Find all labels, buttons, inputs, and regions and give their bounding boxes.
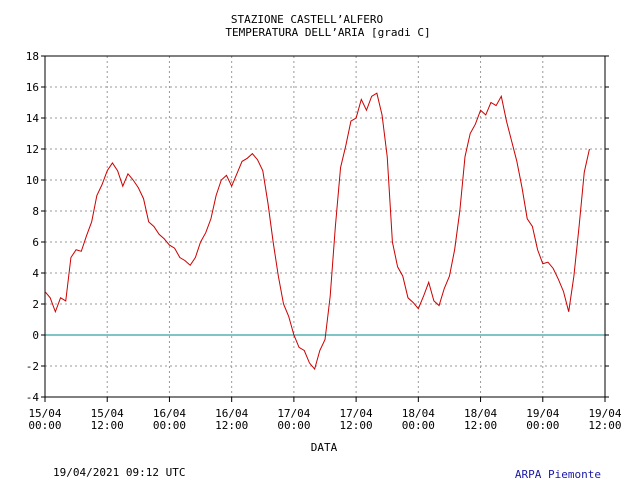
y-tick-label: 14 [26, 112, 40, 125]
y-tick-label: 2 [32, 298, 39, 311]
x-tick-label: 16/04 00:00 [146, 407, 186, 432]
x-tick-label: 17/04 00:00 [271, 407, 311, 432]
chart-subtitle: TEMPERATURA DELL’ARIA [gradi C] [225, 26, 430, 39]
y-tick-label: 4 [32, 267, 39, 280]
x-axis-label: DATA [311, 441, 338, 454]
x-tick-label: 17/04 12:00 [333, 407, 373, 432]
x-tick-label: 19/04 12:00 [582, 407, 622, 432]
y-tick-label: 16 [26, 81, 39, 94]
x-tick-label: 16/04 12:00 [208, 407, 248, 432]
plot-frame [44, 55, 606, 398]
x-tick-label: 18/04 00:00 [395, 407, 435, 432]
y-tick-label: 0 [32, 329, 39, 342]
chart-title: STAZIONE CASTELL’ALFERO [231, 13, 383, 26]
footer-credit: ARPA Piemonte [515, 468, 601, 480]
y-tick-label: 8 [32, 205, 39, 218]
y-tick-label: 18 [26, 50, 39, 63]
y-tick-label: 10 [26, 174, 39, 187]
x-tick-label: 15/04 12:00 [84, 407, 124, 432]
footer-timestamp: 19/04/2021 09:12 UTC [53, 466, 185, 479]
y-tick-label: 12 [26, 143, 39, 156]
x-tick-label: 19/04 00:00 [520, 407, 560, 432]
y-tick-label: -2 [26, 360, 39, 373]
x-tick-label: 18/04 12:00 [457, 407, 497, 432]
x-tick-label: 15/04 00:00 [22, 407, 62, 432]
data-line [44, 92, 590, 371]
y-tick-label: -4 [26, 391, 40, 404]
y-tick-label: 6 [32, 236, 39, 249]
